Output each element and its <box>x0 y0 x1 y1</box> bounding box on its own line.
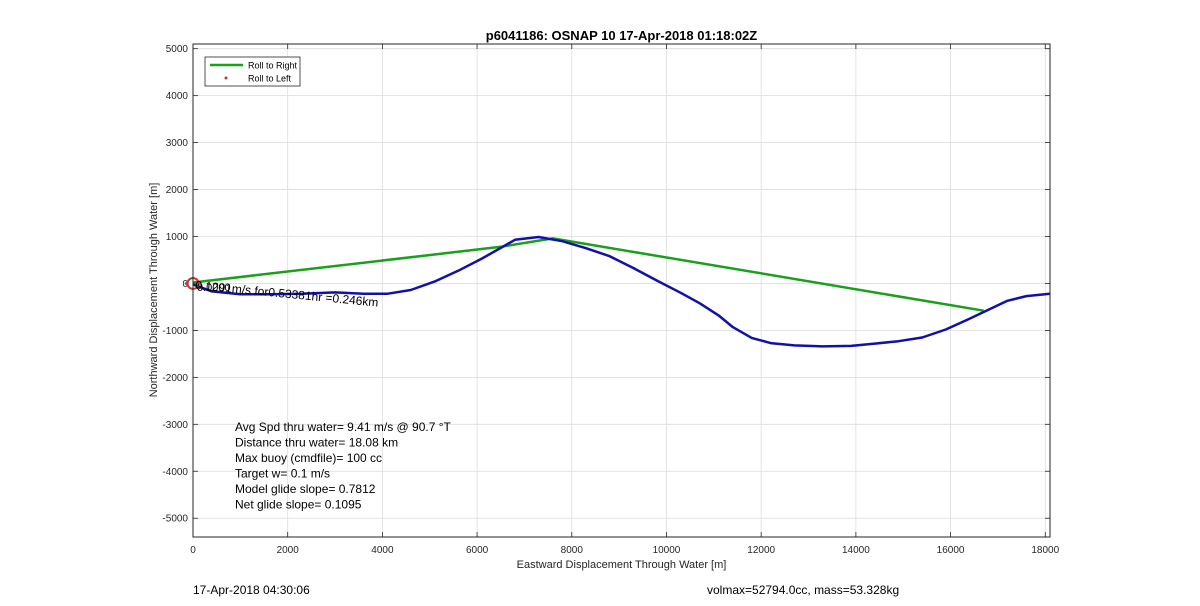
x-tick-label: 12000 <box>747 545 775 556</box>
footer-volmax-mass: volmax=52794.0cc, mass=53.328kg <box>707 583 900 597</box>
legend-box <box>204 56 301 87</box>
x-tick-label: 0 <box>190 545 196 556</box>
y-tick-label: 4000 <box>166 91 189 102</box>
grid <box>192 44 1050 537</box>
x-tick-label: 8000 <box>561 545 584 556</box>
marker-annotation: 0.0000 <box>197 282 231 294</box>
y-tick-label: 5000 <box>166 44 189 55</box>
plot-area <box>193 44 1050 537</box>
x-axis-label: Eastward Displacement Through Water [m] <box>517 559 727 571</box>
series-layer <box>192 235 1051 348</box>
legend: Roll to Right Roll to Left <box>204 56 301 87</box>
y-tick-label: -2000 <box>162 373 188 384</box>
stat-line: Net glide slope= 0.1095 <box>235 498 362 512</box>
y-tick-label: -1000 <box>162 326 188 337</box>
x-tick-label: 10000 <box>653 545 681 556</box>
y-tick-label: -3000 <box>162 420 188 431</box>
y-tick-label: 2000 <box>166 185 189 196</box>
stat-line: Model glide slope= 0.7812 <box>235 482 376 496</box>
series-line-1 <box>192 237 984 312</box>
x-tick-label: 14000 <box>842 545 870 556</box>
legend-swatch-roll-left <box>224 76 228 80</box>
y-tick-label: 3000 <box>166 138 189 149</box>
chart-title: p6041186: OSNAP 10 17-Apr-2018 01:18:02Z <box>486 28 758 43</box>
plot-frame <box>192 43 1051 538</box>
y-tick-label: -5000 <box>162 514 188 525</box>
x-tick-label: 6000 <box>466 545 489 556</box>
stat-line: Max buoy (cmdfile)= 100 cc <box>235 451 382 465</box>
x-tick-label: 2000 <box>277 545 300 556</box>
y-tick-label: -4000 <box>162 467 188 478</box>
legend-label-roll-right: Roll to Right <box>248 61 298 71</box>
legend-label-roll-left: Roll to Left <box>248 74 292 84</box>
y-tick-label: 1000 <box>166 232 189 243</box>
x-tick-label: 18000 <box>1031 545 1059 556</box>
stats-block: Avg Spd thru water= 9.41 m/s @ 90.7 °T D… <box>235 420 452 512</box>
y-axis-label: Northward Displacement Through Water [m] <box>148 183 160 398</box>
x-tick-label: 4000 <box>371 545 394 556</box>
stat-line: Avg Spd thru water= 9.41 m/s @ 90.7 °T <box>235 420 452 434</box>
series-line-2 <box>192 235 1051 348</box>
x-tick-label: 16000 <box>937 545 965 556</box>
roll-left-point <box>184 282 188 285</box>
stat-line: Target w= 0.1 m/s <box>235 467 330 481</box>
footer-timestamp: 17-Apr-2018 04:30:06 <box>193 583 310 597</box>
stat-line: Distance thru water= 18.08 km <box>235 436 398 450</box>
